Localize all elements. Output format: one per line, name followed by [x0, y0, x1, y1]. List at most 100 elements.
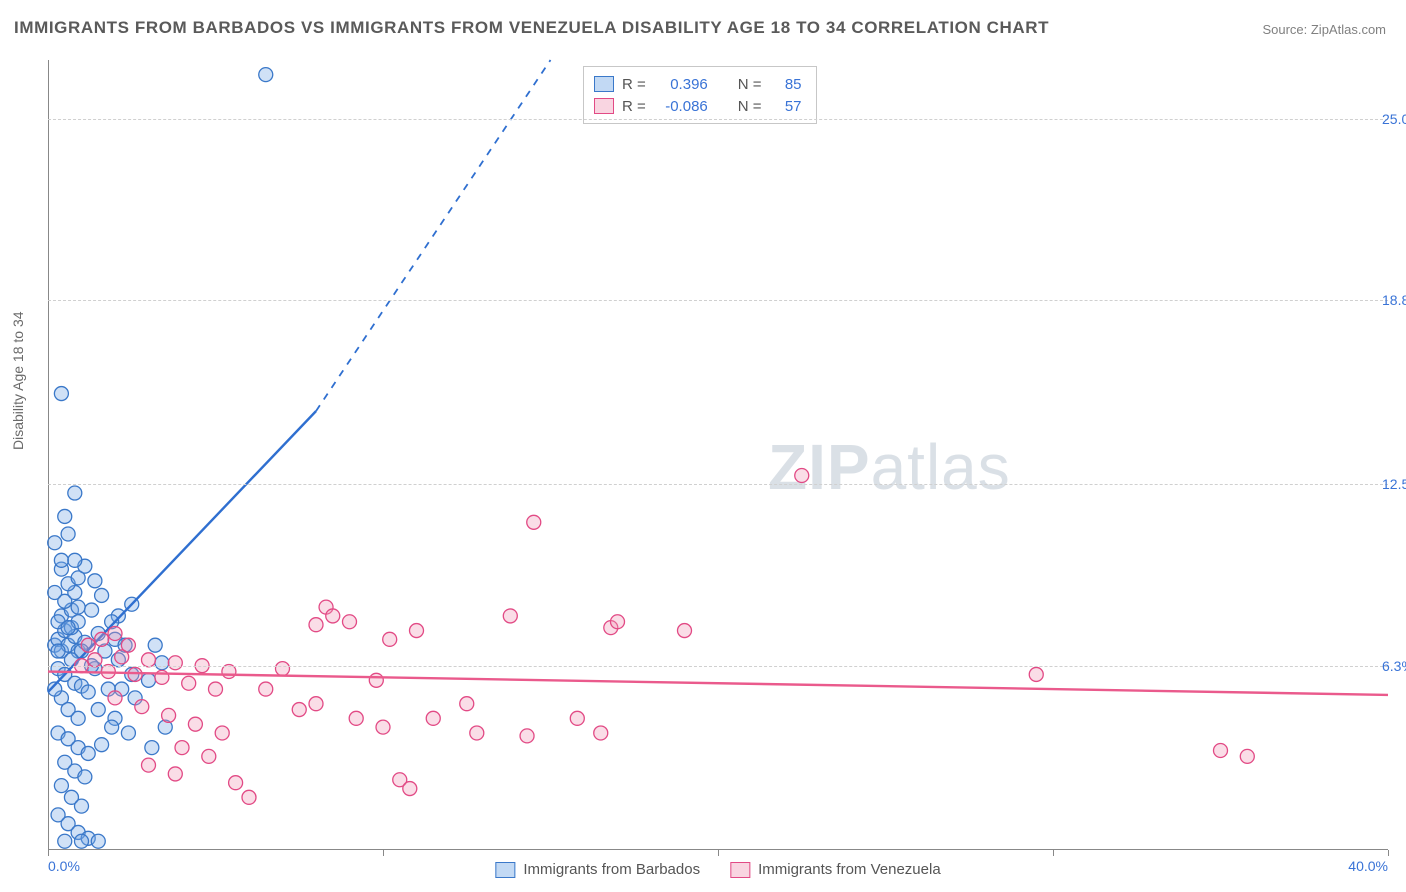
data-point — [48, 586, 62, 600]
data-point — [81, 638, 95, 652]
legend-series-label: Immigrants from Barbados — [523, 861, 700, 878]
x-tick-min: 0.0% — [48, 858, 80, 874]
data-point — [121, 638, 135, 652]
data-point — [1029, 667, 1043, 681]
data-point — [202, 749, 216, 763]
scatter-chart: ZIPatlas R =0.396N =85R =-0.086N =57 Imm… — [48, 60, 1388, 850]
data-point — [242, 790, 256, 804]
data-point — [105, 720, 119, 734]
grid-line — [48, 666, 1388, 667]
source-attribution: Source: ZipAtlas.com — [1262, 22, 1386, 37]
legend-n-value: 85 — [774, 76, 802, 93]
data-point — [326, 609, 340, 623]
data-point — [75, 834, 89, 848]
data-point — [68, 553, 82, 567]
data-point — [168, 656, 182, 670]
data-point — [383, 632, 397, 646]
data-point — [215, 726, 229, 740]
data-point — [188, 717, 202, 731]
data-point — [209, 682, 223, 696]
data-point — [259, 68, 273, 82]
legend-series-label: Immigrants from Venezuela — [758, 861, 941, 878]
data-point — [259, 682, 273, 696]
data-point — [175, 741, 189, 755]
data-point — [155, 656, 169, 670]
data-point — [520, 729, 534, 743]
y-tick-label: 25.0% — [1382, 111, 1406, 127]
data-point — [142, 673, 156, 687]
regression-line-extrapolated — [316, 60, 551, 411]
legend-swatch — [594, 76, 614, 92]
data-point — [1214, 744, 1228, 758]
data-point — [128, 667, 142, 681]
data-point — [276, 662, 290, 676]
chart-title: IMMIGRANTS FROM BARBADOS VS IMMIGRANTS F… — [14, 18, 1049, 38]
data-point — [403, 782, 417, 796]
grid-line — [48, 484, 1388, 485]
legend-r-value: -0.086 — [658, 98, 708, 115]
data-point — [51, 644, 65, 658]
legend-item: Immigrants from Barbados — [495, 861, 700, 878]
legend-correlation: R =0.396N =85R =-0.086N =57 — [583, 66, 817, 124]
data-point — [54, 779, 68, 793]
data-point — [594, 726, 608, 740]
legend-row: R =0.396N =85 — [594, 73, 802, 95]
legend-row: R =-0.086N =57 — [594, 95, 802, 117]
data-point — [426, 711, 440, 725]
y-tick-label: 6.3% — [1382, 658, 1406, 674]
data-point — [68, 486, 82, 500]
data-point — [95, 738, 109, 752]
data-point — [54, 387, 68, 401]
data-point — [182, 676, 196, 690]
data-point — [795, 468, 809, 482]
legend-swatch — [495, 862, 515, 878]
data-point — [81, 685, 95, 699]
data-point — [95, 588, 109, 602]
data-point — [88, 574, 102, 588]
x-tick — [718, 850, 719, 856]
data-point — [108, 626, 122, 640]
data-point — [611, 615, 625, 629]
x-tick — [48, 850, 49, 856]
y-axis-label: Disability Age 18 to 34 — [10, 311, 26, 450]
data-point — [85, 603, 99, 617]
regression-line — [48, 672, 1388, 695]
data-point — [71, 711, 85, 725]
data-point — [309, 618, 323, 632]
data-point — [503, 609, 517, 623]
data-point — [61, 621, 75, 635]
data-point — [58, 834, 72, 848]
data-point — [81, 746, 95, 760]
x-tick — [1388, 850, 1389, 856]
x-tick-max: 40.0% — [1348, 858, 1388, 874]
data-point — [48, 536, 62, 550]
data-point — [71, 600, 85, 614]
data-point — [349, 711, 363, 725]
legend-series: Immigrants from Barbados Immigrants from … — [495, 861, 940, 878]
data-point — [148, 638, 162, 652]
data-point — [78, 770, 92, 784]
data-point — [376, 720, 390, 734]
data-point — [58, 509, 72, 523]
legend-swatch — [730, 862, 750, 878]
data-point — [309, 697, 323, 711]
data-point — [1240, 749, 1254, 763]
legend-swatch — [594, 98, 614, 114]
data-point — [145, 741, 159, 755]
data-point — [91, 834, 105, 848]
x-tick — [383, 850, 384, 856]
data-point — [54, 553, 68, 567]
data-point — [162, 708, 176, 722]
data-point — [570, 711, 584, 725]
legend-n-value: 57 — [774, 98, 802, 115]
grid-line — [48, 300, 1388, 301]
data-point — [142, 758, 156, 772]
legend-n-label: N = — [738, 76, 762, 93]
plot-svg — [48, 60, 1388, 850]
data-point — [343, 615, 357, 629]
data-point — [229, 776, 243, 790]
data-point — [95, 632, 109, 646]
x-tick — [1053, 850, 1054, 856]
y-tick-label: 18.8% — [1382, 292, 1406, 308]
grid-line — [48, 119, 1388, 120]
